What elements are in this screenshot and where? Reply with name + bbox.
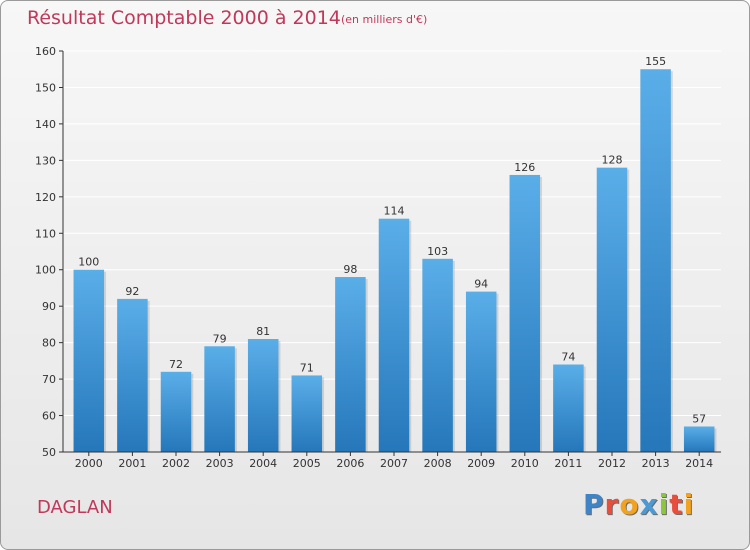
x-tick-label: 2002	[162, 457, 190, 470]
x-tick-label: 2010	[511, 457, 539, 470]
x-tick-label: 2005	[293, 457, 321, 470]
logo-letter: P	[583, 488, 605, 521]
x-tick-label: 2001	[118, 457, 146, 470]
x-tick-label: 2006	[336, 457, 364, 470]
bar-value-label: 94	[474, 278, 488, 291]
x-tick-label: 2008	[424, 457, 452, 470]
bar-value-label: 74	[561, 351, 575, 364]
y-tick-label: 60	[42, 410, 56, 423]
y-tick-label: 90	[42, 300, 56, 313]
bar-value-label: 57	[692, 412, 706, 425]
x-tick-label: 2013	[642, 457, 670, 470]
y-tick-label: 110	[35, 227, 56, 240]
y-tick-label: 120	[35, 191, 56, 204]
bar-value-label: 81	[256, 325, 270, 338]
bar	[335, 277, 366, 452]
x-tick-label: 2007	[380, 457, 408, 470]
bar-value-label: 126	[514, 161, 535, 174]
bar	[640, 69, 671, 453]
y-tick-label: 70	[42, 373, 56, 386]
x-tick-label: 2004	[249, 457, 277, 470]
bar	[247, 338, 279, 452]
bar	[117, 298, 148, 452]
logo-letter: o	[619, 488, 640, 521]
bar	[160, 371, 192, 452]
bar	[204, 346, 235, 452]
y-tick-label: 160	[35, 45, 56, 58]
bar	[465, 291, 497, 452]
commune-name: DAGLAN	[37, 497, 113, 518]
bar	[596, 167, 628, 452]
chart-subtitle: (en milliers d'€)	[341, 13, 428, 26]
bar	[422, 258, 453, 452]
bar-value-label: 92	[125, 285, 139, 298]
bar	[683, 426, 715, 452]
y-tick-label: 140	[35, 118, 56, 131]
x-tick-label: 2003	[206, 457, 234, 470]
bar-value-label: 128	[602, 154, 623, 167]
logo-letter: r	[604, 488, 620, 521]
y-tick-label: 150	[35, 81, 56, 94]
bar-value-label: 155	[645, 55, 666, 68]
bar	[553, 364, 584, 452]
x-tick-label: 2009	[467, 457, 495, 470]
x-tick-label: 2012	[598, 457, 626, 470]
y-axis: 50 60 70 80 90 100 110 120 130 140 150 160	[35, 45, 64, 459]
logo-letter: i	[658, 488, 670, 521]
logo-letter: i	[683, 488, 695, 521]
y-tick-label: 100	[35, 264, 56, 277]
x-tick-label: 2000	[75, 457, 103, 470]
bar-value-label: 71	[300, 361, 314, 374]
bar	[509, 174, 541, 453]
y-tick-label: 130	[35, 154, 56, 167]
bar-value-label: 100	[78, 256, 99, 269]
bar	[378, 218, 410, 452]
proxiti-logo: Proxiti	[583, 488, 694, 521]
x-axis: 2000 2001 2002 2003 2004 2005 2006 2007 2008 2009…	[63, 451, 721, 470]
logo-letter: t	[669, 488, 684, 521]
bars: 100 92 72 79 81 71 98 114 103 94 126 74 128 155 57	[73, 55, 717, 453]
y-tick-label: 50	[42, 446, 56, 459]
y-tick-label: 80	[42, 337, 56, 350]
chart-title: Résultat Comptable 2000 à 2014	[27, 7, 341, 29]
x-tick-label: 2014	[685, 457, 713, 470]
bar-value-label: 98	[343, 263, 357, 276]
bar-value-label: 72	[169, 358, 183, 371]
bar-value-label: 103	[427, 245, 448, 258]
bar-value-label: 79	[213, 332, 227, 345]
x-tick-label: 2011	[554, 457, 582, 470]
bar-value-label: 114	[384, 205, 405, 218]
bar	[291, 375, 323, 452]
bar	[73, 269, 105, 452]
logo-letter: x	[639, 488, 659, 521]
